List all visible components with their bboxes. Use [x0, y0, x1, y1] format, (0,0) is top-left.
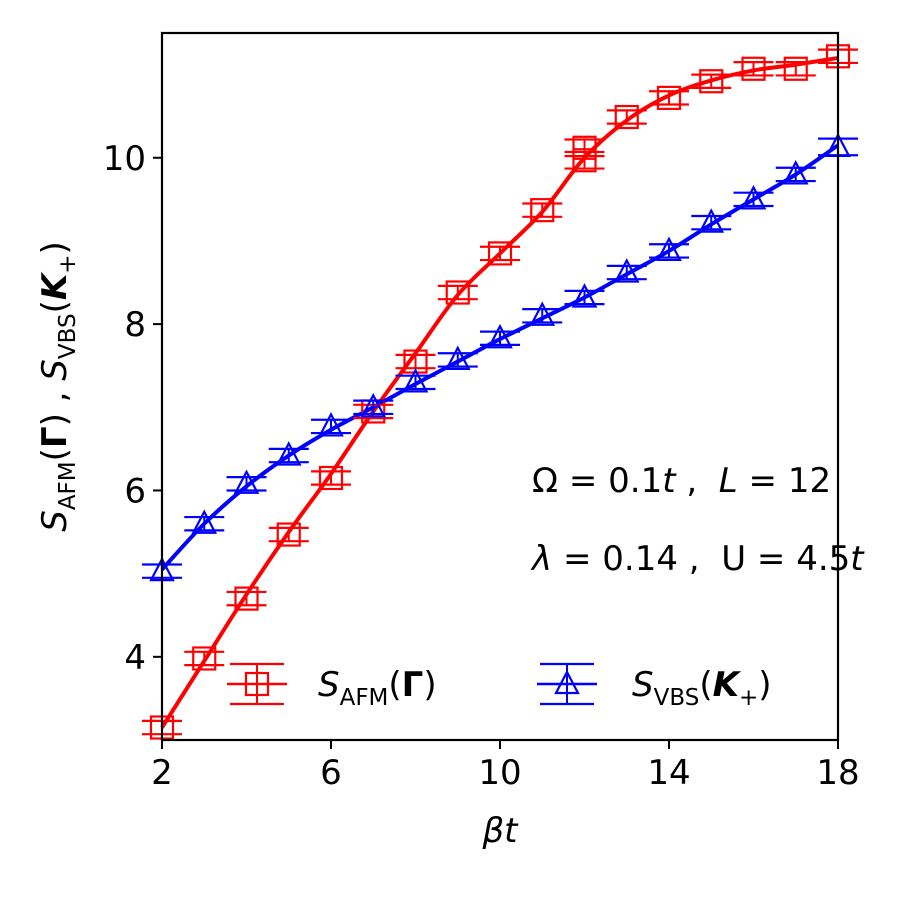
- data-point-afm: [741, 56, 766, 81]
- legend-vbs-arg: K: [713, 665, 742, 705]
- data-point-vbs: [444, 345, 471, 370]
- x-axis-label: βt: [481, 811, 519, 851]
- data-point-vbs: [487, 323, 513, 349]
- anno2-vals: = 0.14 , U = 4.5: [552, 539, 850, 579]
- anno1-omega-val: = 0.1: [558, 461, 662, 501]
- y-label-s1: S: [35, 510, 75, 532]
- annotation-params-1: Ω = 0.1t , L = 12: [478, 461, 864, 501]
- legend-vbs-open: (: [699, 665, 712, 705]
- anno1-omega: Ω: [532, 461, 558, 501]
- y-label-sub2: VBS: [55, 313, 81, 359]
- x-tick-label: 2: [151, 753, 173, 793]
- fit-line-afm: [160, 55, 839, 729]
- legend-symbol-afm: [244, 671, 270, 697]
- y-tick-label: 6: [124, 471, 146, 511]
- legend-vbs-arg-sub: +: [739, 685, 758, 711]
- data-point-vbs: [360, 392, 387, 418]
- anno2-t: t: [850, 539, 865, 579]
- legend-afm-open: (: [388, 665, 401, 705]
- y-label-arg2: K: [35, 271, 75, 300]
- x-tick-label: 18: [816, 753, 859, 793]
- data-point-afm: [699, 69, 724, 94]
- legend-label-afm: SAFM(Γ): [318, 665, 437, 711]
- data-point-vbs: [318, 412, 344, 437]
- data-point-vbs: [571, 283, 598, 308]
- y-axis-label: SAFM(Γ) , SVBS(K+): [35, 241, 81, 532]
- data-point-afm: [572, 135, 597, 160]
- legend-marker-vbs: [537, 662, 597, 706]
- y-label-sub1: AFM: [55, 461, 81, 510]
- anno1-L-val: = 12: [738, 461, 831, 501]
- y-label-arg2-sub: +: [55, 255, 81, 274]
- legend-label-vbs: SVBS(K+): [632, 665, 771, 711]
- anno1-t: t: [662, 461, 677, 501]
- data-point-vbs: [191, 509, 218, 534]
- plot-frame: [160, 31, 840, 742]
- y-tick-label: 10: [103, 139, 146, 179]
- x-tick-label: 10: [478, 753, 521, 793]
- data-point-afm: [783, 56, 808, 81]
- y-label-open2: (: [35, 300, 75, 313]
- axis-ticks: 2 6 10 14 18 4 6 8 10: [103, 139, 860, 793]
- data-point-afm: [234, 586, 259, 611]
- anno2-lambda: λ: [530, 539, 552, 579]
- legend: SAFM(Γ) SVBS(K+): [227, 662, 771, 711]
- legend-symbol-vbs: [554, 669, 580, 695]
- data-point-afm: [487, 241, 513, 266]
- legend-vbs-s: S: [632, 665, 654, 705]
- fit-line-vbs: [160, 143, 840, 571]
- data-point-afm: [614, 104, 639, 130]
- data-point-vbs: [740, 184, 767, 210]
- data-point-vbs: [782, 160, 809, 185]
- legend-afm-s: S: [318, 665, 340, 705]
- legend-afm-sub: AFM: [340, 685, 389, 711]
- y-label-s2: S: [35, 359, 75, 381]
- legend-marker-afm: [227, 662, 287, 706]
- data-point-vbs: [233, 469, 260, 494]
- y-label-close1: ): [35, 413, 75, 426]
- legend-afm-close: ): [423, 665, 436, 705]
- y-label-open1: (: [35, 448, 75, 461]
- x-tick-label: 14: [647, 753, 690, 793]
- data-point-vbs: [656, 236, 682, 262]
- data-point-vbs: [529, 301, 556, 326]
- data-point-vbs: [275, 441, 302, 466]
- legend-afm-arg: Γ: [402, 665, 424, 705]
- y-tick-label: 8: [124, 305, 146, 345]
- data-point-vbs: [698, 208, 725, 233]
- y-label-sep: ,: [35, 381, 75, 413]
- legend-vbs-close: ): [758, 665, 771, 705]
- data-point-afm: [656, 85, 682, 110]
- data-point-afm: [276, 522, 301, 547]
- annotation-params-2: λ = 0.14 , U = 4.5t: [478, 539, 896, 579]
- data-point-vbs: [613, 258, 640, 283]
- data-point-afm: [318, 465, 344, 491]
- data-point-afm: [445, 280, 470, 305]
- y-label-arg1: Γ: [35, 426, 75, 448]
- anno1-sep: ,: [676, 461, 719, 501]
- legend-vbs-sub: VBS: [654, 685, 700, 711]
- y-tick-label: 4: [124, 638, 146, 678]
- anno1-L: L: [719, 461, 738, 501]
- data-point-afm: [192, 646, 217, 671]
- data-markers: [142, 44, 858, 740]
- x-tick-label: 6: [320, 753, 342, 793]
- y-label-close2: ): [35, 241, 75, 254]
- data-point-afm: [530, 198, 555, 223]
- fit-lines: [160, 55, 840, 729]
- data-point-vbs: [402, 367, 429, 393]
